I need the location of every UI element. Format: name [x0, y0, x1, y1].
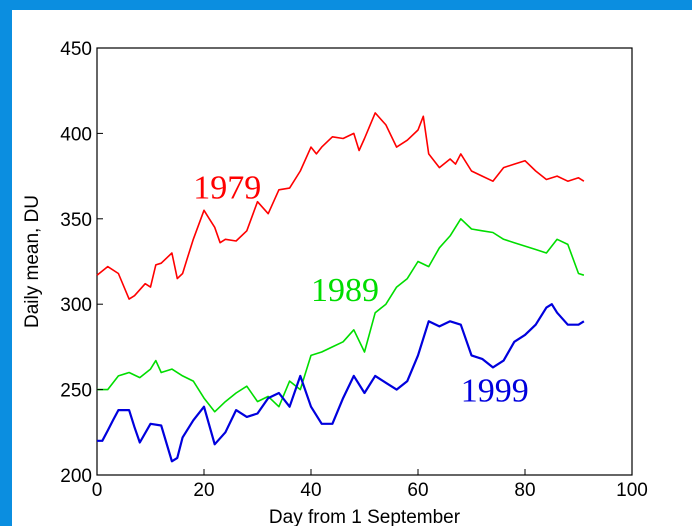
- chart-frame: 0 20 40 60 80 100 200 250 300 350 400 450 1979 1989 1…: [12, 10, 692, 526]
- y-tick-label: 200: [60, 466, 92, 487]
- series-line-1989: [97, 218, 585, 413]
- x-tick-label: 80: [514, 480, 535, 501]
- series-label-1999: 1999: [461, 373, 529, 410]
- series-label-1979: 1979: [193, 169, 261, 206]
- x-tick-label: 40: [300, 480, 321, 501]
- y-tick-label: 400: [60, 124, 92, 145]
- x-tick-label: 60: [407, 480, 428, 501]
- y-tick-label: 300: [60, 295, 92, 316]
- plot-area: [96, 47, 633, 476]
- series-line-1979: [96, 112, 585, 300]
- x-axis-label: Day from 1 September: [269, 507, 461, 526]
- ticks-layer: 0 20 40 60 80 100 200 250 300 350 400 450: [60, 39, 648, 501]
- x-tick-label: 20: [193, 480, 214, 501]
- y-tick-label: 450: [60, 39, 92, 60]
- y-tick-label: 250: [60, 381, 92, 402]
- x-tick-label: 100: [616, 480, 648, 501]
- series-layer: [96, 112, 585, 463]
- series-line-1999: [97, 303, 585, 463]
- series-label-1989: 1989: [311, 272, 379, 309]
- x-tick-label: 0: [92, 480, 103, 501]
- annotation-layer: 1979 1989 1999: [193, 169, 529, 410]
- plot-border: [96, 47, 633, 476]
- y-axis-label: Daily mean, DU: [22, 195, 43, 328]
- y-tick-label: 350: [60, 210, 92, 231]
